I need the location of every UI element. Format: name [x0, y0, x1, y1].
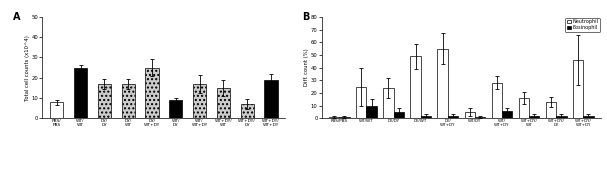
Bar [529, 116, 540, 118]
Bar [265, 80, 277, 118]
Bar [193, 84, 206, 118]
Bar [383, 88, 393, 118]
Bar [475, 117, 485, 118]
Bar [339, 117, 350, 118]
Bar [50, 102, 63, 118]
Bar [556, 116, 566, 118]
Bar [492, 83, 502, 118]
Bar [121, 84, 135, 118]
Bar [146, 68, 158, 118]
Bar [438, 49, 448, 118]
Bar [98, 84, 111, 118]
Bar [573, 60, 583, 118]
Bar [583, 116, 594, 118]
Bar [546, 102, 556, 118]
Bar [421, 116, 431, 118]
Bar [448, 116, 458, 118]
Bar [464, 112, 475, 118]
Bar [502, 111, 512, 118]
Bar [240, 104, 254, 118]
Legend: Neutrophil, Eosinophil: Neutrophil, Eosinophil [565, 18, 600, 31]
Bar [367, 106, 377, 118]
Text: A: A [13, 12, 21, 22]
Text: B: B [302, 12, 310, 22]
Bar [329, 117, 339, 118]
Bar [217, 88, 230, 118]
Y-axis label: Total cell counts (x10^4): Total cell counts (x10^4) [25, 35, 30, 101]
Y-axis label: Diff. count (%): Diff. count (%) [304, 49, 310, 87]
Bar [356, 87, 367, 118]
Bar [74, 68, 87, 118]
Bar [410, 56, 421, 118]
Bar [519, 98, 529, 118]
Bar [169, 100, 182, 118]
Bar [393, 112, 404, 118]
